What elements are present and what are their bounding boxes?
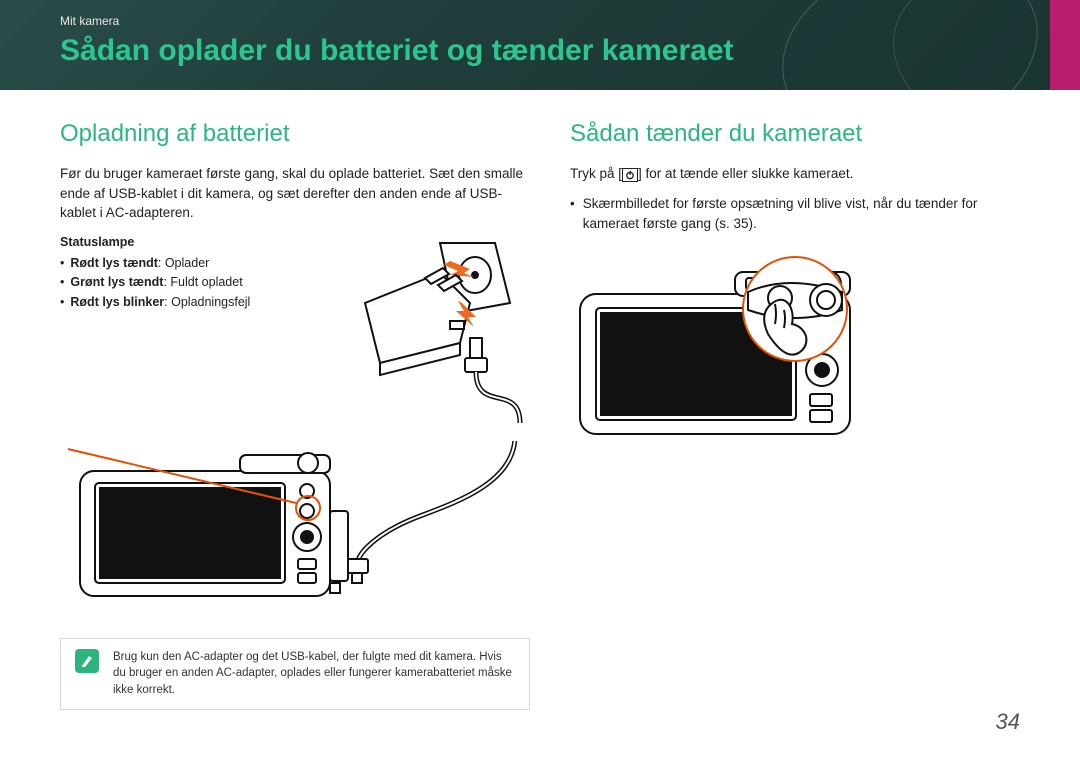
header-band: Mit kamera Sådan oplader du batteriet og… [0, 0, 1080, 90]
status-item: •Rødt lys tændt: Oplader [60, 254, 290, 273]
left-column: Opladning af batteriet Før du bruger kam… [60, 120, 530, 710]
note-box: Brug kun den AC-adapter og det USB-kabel… [60, 638, 530, 710]
page-number: 34 [996, 709, 1020, 735]
header-decoration [869, 0, 1080, 90]
charging-diagram-row: Statuslampe •Rødt lys tændt: Oplader •Gr… [60, 233, 530, 433]
section-heading-poweron: Sådan tænder du kameraet [570, 120, 1020, 148]
note-text: Brug kun den AC-adapter og det USB-kabel… [113, 649, 515, 699]
status-item: •Rødt lys blinker: Opladningsfejl [60, 293, 290, 312]
camera-poweron-diagram [570, 254, 890, 464]
adapter-diagram [310, 233, 530, 433]
poweron-bullet: • Skærmbilledet for første opsætning vil… [570, 194, 1020, 235]
charging-intro-text: Før du bruger kameraet første gang, skal… [60, 164, 530, 223]
status-lamp-header: Statuslampe [60, 233, 290, 252]
status-lamp-block: Statuslampe •Rødt lys tændt: Oplader •Gr… [60, 233, 290, 313]
camera-charging-diagram [60, 441, 530, 611]
content-area: Opladning af batteriet Før du bruger kam… [0, 90, 1080, 720]
power-icon [622, 168, 638, 182]
right-column: Sådan tænder du kameraet Tryk på [] for … [570, 120, 1020, 710]
note-icon [75, 649, 99, 673]
section-heading-charging: Opladning af batteriet [60, 120, 530, 148]
poweron-intro-text: Tryk på [] for at tænde eller slukke kam… [570, 164, 1020, 184]
status-item: •Grønt lys tændt: Fuldt opladet [60, 273, 290, 292]
accent-bar [1050, 0, 1080, 90]
